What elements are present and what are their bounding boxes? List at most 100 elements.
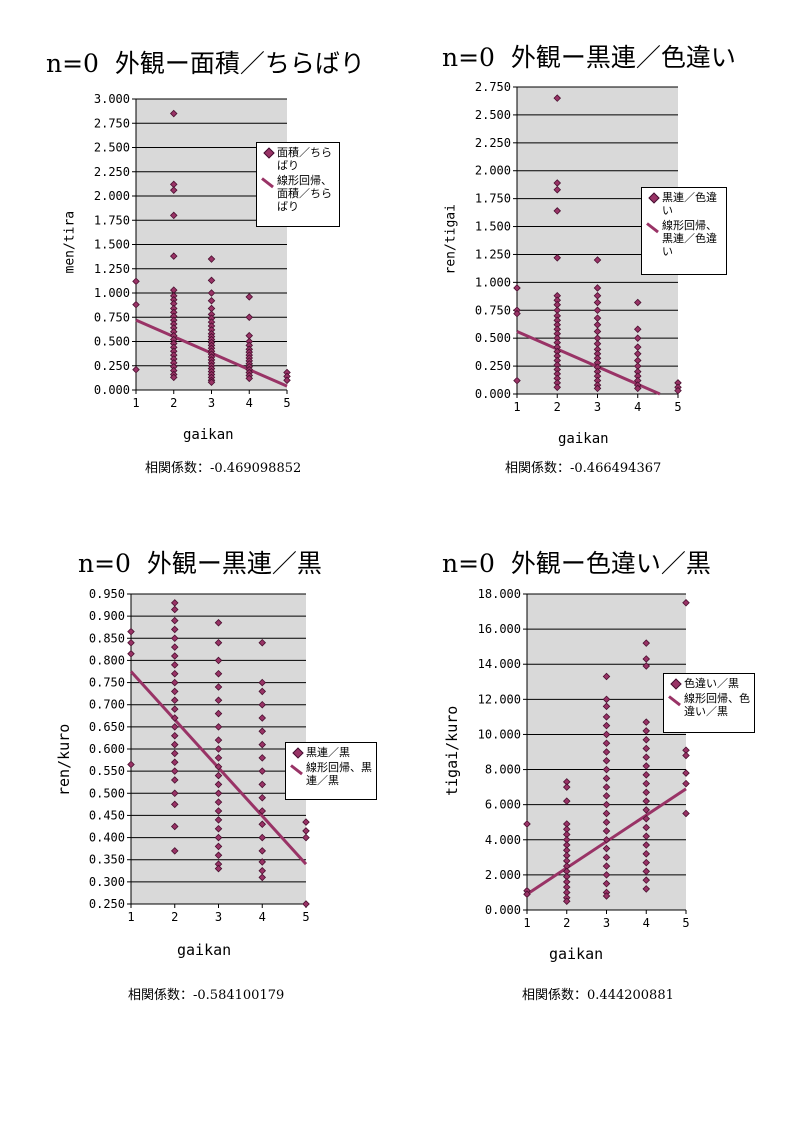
- data-point: [258, 807, 267, 815]
- x-tick-label: 5: [682, 916, 689, 930]
- chart-title: n=0 外観ー色違い／黒: [442, 544, 711, 580]
- correlation-text: 相関係数：-0.584100179: [128, 984, 284, 1003]
- x-tick-label: 4: [643, 916, 650, 930]
- data-point: [258, 833, 267, 842]
- x-tick-label: 3: [603, 916, 610, 930]
- data-point: [258, 714, 267, 722]
- data-point: [207, 289, 216, 297]
- legend-item-points: 色違い／黒: [668, 677, 750, 690]
- legend-item-points: 面積／ちらばり: [261, 146, 335, 172]
- data-point: [127, 760, 135, 769]
- chart-panel-4: n=0 外観ー色違い／黒 tigai/kuro 0.000 2.000 4.000 6…: [396, 520, 793, 1020]
- y-tick-label: 3.000: [94, 92, 130, 106]
- data-point: [302, 833, 310, 842]
- data-point: [602, 836, 611, 844]
- data-point: [642, 727, 651, 735]
- legend-label: 色違い／黒: [684, 677, 739, 690]
- y-tick-label: 0.000: [94, 383, 130, 397]
- correlation-text: 相関係数：-0.469098852: [145, 457, 301, 476]
- y-tick-label: 0.750: [89, 676, 125, 690]
- data-point: [170, 652, 179, 660]
- data-point: [602, 892, 611, 900]
- data-point: [170, 847, 179, 855]
- data-point: [214, 696, 223, 705]
- data-point: [642, 832, 651, 841]
- data-point: [602, 672, 611, 681]
- correlation-value: -0.469098852: [210, 461, 302, 476]
- data-point: [214, 723, 223, 731]
- x-tick-label: 3: [208, 396, 215, 410]
- chart-plot: 0.250 0.300 0.350 0.400 0.450 0.500 0.550 0.600…: [89, 587, 310, 924]
- data-point: [170, 767, 179, 775]
- data-point: [602, 748, 611, 756]
- data-point: [214, 619, 223, 627]
- y-tick-label: 1.750: [94, 213, 130, 227]
- y-tick-label: 2.000: [485, 868, 521, 882]
- data-point: [642, 806, 651, 814]
- correlation-value: -0.584100179: [193, 988, 285, 1003]
- data-point: [553, 254, 562, 262]
- data-point: [642, 753, 651, 762]
- y-tick-label: 10.000: [478, 727, 521, 741]
- data-point: [207, 378, 216, 387]
- trendline-icon: [668, 695, 681, 707]
- correlation-value: -0.466494367: [570, 461, 662, 476]
- chart-title-text: 外観ー黒連／色違い: [510, 43, 736, 72]
- chart-plot: 0.000 0.250 0.500 0.750 1.000 1.250 1.500 1.750…: [94, 92, 291, 410]
- legend-label: 黒連／色違い: [662, 191, 717, 217]
- correlation-label: 相関係数：: [505, 461, 571, 476]
- data-point: [170, 634, 179, 643]
- y-tick-label: 0.800: [89, 653, 125, 667]
- data-point: [214, 824, 223, 833]
- y-tick-label: 1.000: [94, 286, 130, 300]
- data-point: [258, 740, 267, 749]
- y-tick-label: 18.000: [478, 587, 521, 601]
- chart-title-text: 外観ー黒連／黒: [146, 549, 322, 578]
- y-tick-label: 0.450: [89, 808, 125, 822]
- chart-title-n: n=0: [442, 549, 495, 578]
- data-point: [523, 820, 531, 828]
- x-tick-label: 1: [523, 916, 530, 930]
- data-point: [258, 727, 267, 736]
- data-point: [682, 769, 690, 777]
- data-point: [170, 800, 179, 809]
- legend-item-line: 線形回帰、色違い／黒: [668, 692, 750, 718]
- data-point: [258, 767, 267, 775]
- chart-plot: 0.000 2.000 4.000 6.000 8.000 10.000 12.000 14.…: [478, 587, 690, 930]
- data-point: [214, 807, 223, 815]
- data-point: [682, 779, 690, 788]
- data-point: [602, 844, 611, 853]
- data-point: [602, 757, 611, 765]
- data-point: [553, 383, 562, 392]
- data-point: [214, 780, 223, 789]
- legend-label: 線形回帰、黒連／黒: [306, 761, 372, 787]
- data-point: [642, 788, 651, 797]
- data-point: [674, 386, 682, 395]
- legend-label: 線形回帰、黒連／色違い: [662, 219, 717, 258]
- data-point: [642, 814, 651, 823]
- y-tick-label: 0.400: [89, 831, 125, 845]
- data-point: [258, 700, 267, 709]
- chart-title-n: n=0: [78, 549, 131, 578]
- data-point: [642, 779, 651, 788]
- data-point: [245, 313, 254, 322]
- data-point: [245, 374, 254, 383]
- chart-panel-2: n=0 外観ー黒連／色違い ren/tigai 0.000 0.250 0.500 0…: [396, 0, 793, 500]
- data-point: [258, 793, 267, 802]
- data-point: [642, 876, 651, 884]
- x-axis-label: gaikan: [549, 945, 604, 963]
- correlation-label: 相関係数：: [128, 988, 194, 1003]
- data-point: [127, 650, 135, 658]
- x-tick-label: 5: [302, 910, 309, 924]
- y-tick-label: 0.000: [475, 387, 511, 401]
- y-tick-label: 14.000: [478, 657, 521, 671]
- x-tick-label: 3: [215, 910, 222, 924]
- diamond-marker-icon: [648, 192, 660, 204]
- data-point: [642, 662, 651, 670]
- data-point: [602, 853, 611, 862]
- y-tick-label: 16.000: [478, 622, 521, 636]
- data-point: [602, 695, 611, 704]
- trendline-icon: [261, 177, 274, 189]
- correlation-label: 相関係数：: [522, 988, 588, 1003]
- data-point: [170, 669, 179, 678]
